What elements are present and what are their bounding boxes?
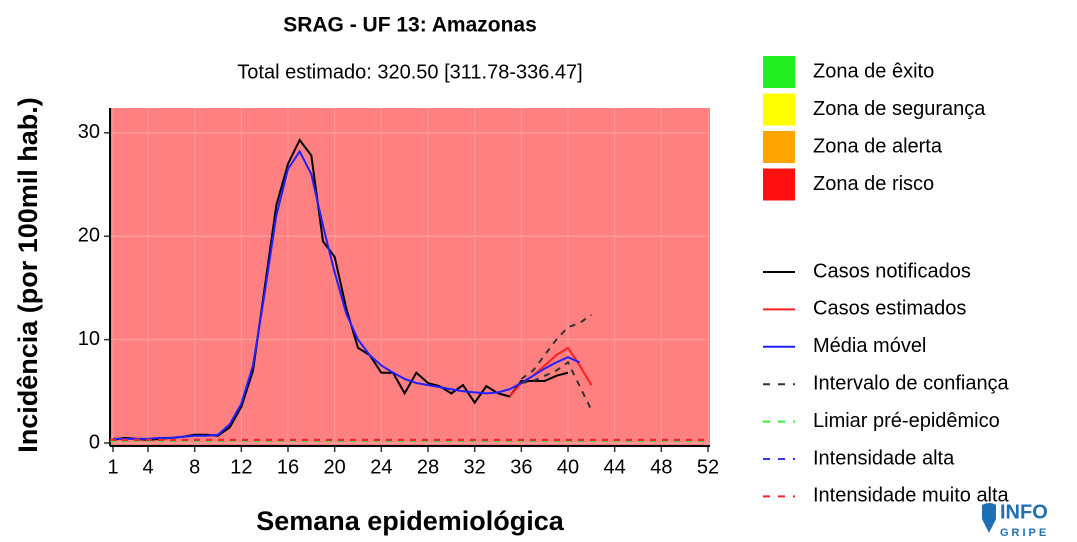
logo-text: INFO: [1000, 501, 1048, 523]
legend-label: Zona de segurança: [813, 98, 986, 120]
y-tick-label: 30: [78, 121, 100, 143]
x-tick-label: 20: [324, 456, 346, 478]
legend-swatch: [763, 131, 795, 163]
legend-label: Média móvel: [813, 335, 926, 357]
logo-icon: [982, 503, 996, 533]
legend-label: Casos estimados: [813, 298, 966, 320]
legend-label: Zona de risco: [813, 173, 934, 195]
x-tick-label: 24: [370, 456, 392, 478]
x-tick-label: 1: [107, 456, 118, 478]
y-tick-label: 10: [78, 328, 100, 350]
series-line: [521, 360, 593, 411]
x-tick-label: 12: [230, 456, 252, 478]
series-line: [113, 149, 581, 440]
x-tick-label: 28: [417, 456, 439, 478]
chart-subtitle: Total estimado: 320.50 [311.78-336.47]: [237, 61, 582, 83]
x-axis-label: Semana epidemiológica: [256, 506, 565, 536]
x-tick-label: 8: [189, 456, 200, 478]
legend-swatch: [763, 56, 795, 88]
series-line: [520, 313, 592, 380]
legend-label: Limiar pré-epidêmico: [813, 410, 1000, 432]
y-tick-label: 0: [89, 431, 100, 453]
legend-label: Intensidade alta: [813, 447, 955, 469]
x-tick-label: 44: [604, 456, 626, 478]
legend-label: Intensidade muito alta: [813, 485, 1010, 507]
legend-swatch: [763, 168, 795, 201]
risk-zone: [110, 108, 710, 446]
x-tick-label: 36: [510, 456, 532, 478]
legend-swatch: [763, 93, 795, 126]
legend-label: Casos notificados: [813, 260, 971, 282]
legend-label: Zona de alerta: [813, 135, 943, 157]
x-tick-label: 16: [277, 456, 299, 478]
logo-text: GRIPE: [1000, 527, 1049, 539]
x-tick-label: 32: [464, 456, 486, 478]
legend-label: Intervalo de confiança: [813, 372, 1010, 394]
x-tick-label: 52: [697, 456, 719, 478]
y-tick-label: 20: [78, 224, 100, 246]
chart-title: SRAG - UF 13: Amazonas: [283, 14, 537, 37]
x-tick-label: 48: [650, 456, 672, 478]
y-axis-label: Incidência (por 100mil hab.): [13, 97, 43, 453]
x-tick-label: 40: [557, 456, 579, 478]
legend-label: Zona de êxito: [813, 60, 934, 82]
x-tick-label: 4: [142, 456, 153, 478]
